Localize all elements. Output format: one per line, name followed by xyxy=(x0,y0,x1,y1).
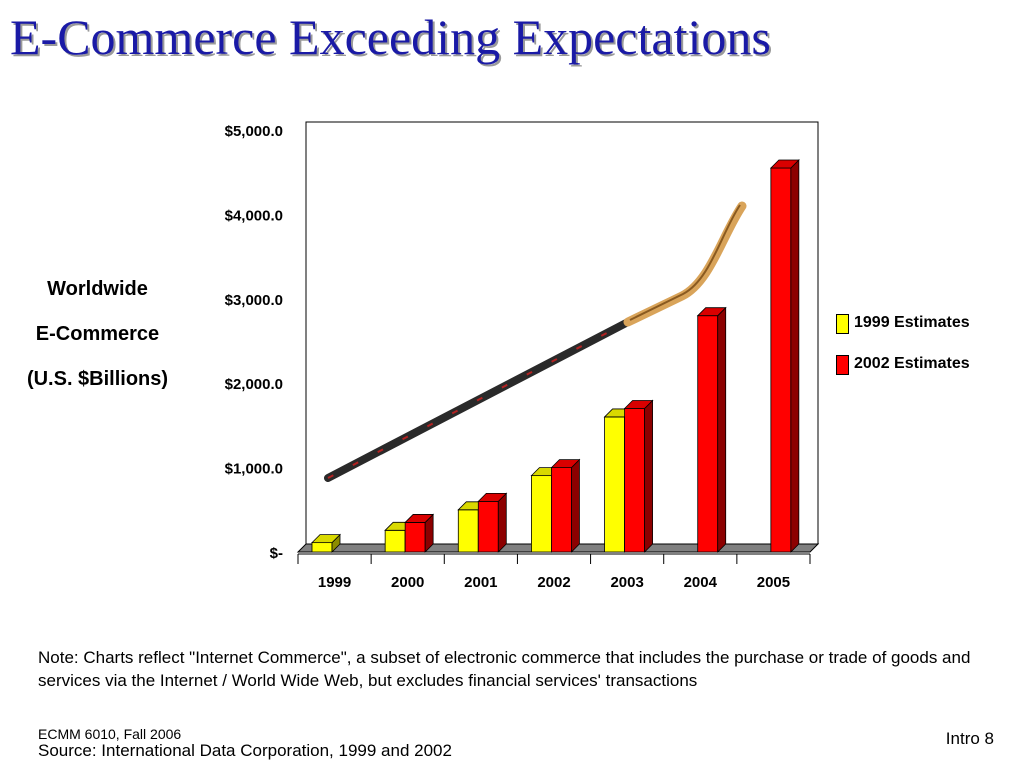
hockey-stick-decoration xyxy=(324,201,747,482)
x-tick-label: 2005 xyxy=(757,574,790,591)
page-number: Intro 8 xyxy=(945,729,994,748)
slide-title: E-Commerce Exceeding Expectations xyxy=(10,9,771,65)
y-tick-label: $2,000.0 xyxy=(225,376,283,393)
x-tick-label: 2003 xyxy=(610,574,643,591)
x-tick-label: 2002 xyxy=(537,574,570,591)
bar-group xyxy=(311,159,800,553)
bar-2002-estimate-2004 xyxy=(696,306,727,553)
bar-2002-estimate-2005 xyxy=(769,159,800,553)
x-tick-label: 2000 xyxy=(391,574,424,591)
side-label-line-1: Worldwide xyxy=(47,278,148,300)
x-tick-label: 1999 xyxy=(318,574,351,591)
bar-2002-estimate-2002 xyxy=(550,458,581,553)
stick-blade-edge xyxy=(629,204,741,321)
legend-label-2002: 2002 Estimates xyxy=(854,355,970,372)
bar-2002-estimate-2001 xyxy=(477,492,508,553)
legend-swatch-1999 xyxy=(836,314,849,334)
bar-chart: $- $1,000.0 $2,000.0 $3,000.0 $4,000.0 $5,000… xyxy=(225,121,820,591)
bar-2002-estimate-2000 xyxy=(404,513,435,553)
side-label-line-3: (U.S. $Billions) xyxy=(26,368,169,390)
stick-blade xyxy=(623,201,747,327)
source-citation: Source: International Data Corporation, … xyxy=(38,741,452,760)
bar-2002-estimate-2003 xyxy=(623,399,654,553)
axis-group: $- $1,000.0 $2,000.0 $3,000.0 $4,000.0 $5,000… xyxy=(225,123,811,591)
stick-shaft-markings xyxy=(327,321,629,479)
y-tick-label: $- xyxy=(270,545,283,562)
bar-1999-estimate-1999 xyxy=(311,533,341,553)
y-tick-label: $5,000.0 xyxy=(225,123,283,140)
footnote: Note: Charts reflect "Internet Commerce"… xyxy=(38,648,971,690)
y-tick-label: $1,000.0 xyxy=(225,461,283,478)
side-label-line-2: E-Commerce xyxy=(35,323,160,345)
course-label: ECMM 6010, Fall 2006 xyxy=(38,726,182,742)
legend-label-1999: 1999 Estimates xyxy=(854,314,970,331)
x-tick-label: 2004 xyxy=(684,574,718,591)
x-tick-label: 2001 xyxy=(464,574,497,591)
y-tick-label: $3,000.0 xyxy=(225,292,283,309)
y-tick-label: $4,000.0 xyxy=(225,207,283,224)
legend-swatch-2002 xyxy=(836,355,849,375)
